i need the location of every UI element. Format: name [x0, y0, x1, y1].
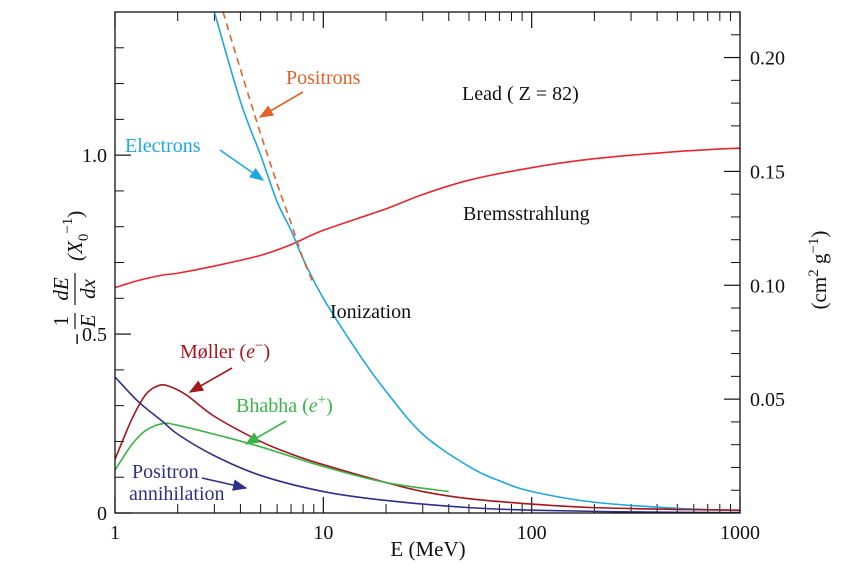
ionization-label: Ionization — [330, 301, 411, 323]
series-positron-annihilation — [115, 376, 740, 513]
plot-frame — [114, 11, 741, 514]
x-tick-label: 1000 — [720, 522, 760, 544]
x-axis-title: E (MeV) — [390, 537, 465, 561]
electrons-arrow — [219, 149, 265, 181]
y-axis-title-right: (cm2 g−1) — [806, 231, 831, 310]
y-left-units: (X0−1) — [60, 211, 92, 261]
moller-label: Møller (e−) — [180, 338, 270, 363]
bhabha-sup: + — [318, 392, 326, 408]
y2-tick-label: 0.05 — [750, 389, 785, 411]
positrons-label: Positrons — [286, 67, 361, 89]
tick-labels: 1 10 100 1000 0 0.5 1.0 0.05 0.10 0.15 0.20 — [82, 48, 785, 544]
series-layer — [115, 12, 740, 513]
bhabha-e: e — [309, 395, 318, 417]
y-axis-title-left: − 1 E dE dx (X0−1) — [49, 211, 100, 345]
x-tick-label: 10 — [313, 522, 333, 544]
y-tick-label: 0.5 — [82, 324, 107, 346]
moller-sup: − — [255, 338, 263, 354]
bhabha-close: ) — [326, 395, 333, 417]
series-positrons — [222, 12, 315, 285]
y-left-frac2-num: dE — [49, 277, 73, 301]
bremsstrahlung-label: Bremsstrahlung — [463, 203, 590, 225]
series-m-ller-e — [115, 384, 740, 511]
bhabha-label: Bhabha (e+) — [236, 392, 333, 417]
y-left-frac1-num: 1 — [49, 316, 73, 327]
series-bhabha-e — [115, 422, 449, 493]
y-right-units: (cm2 g−1) — [806, 231, 831, 310]
chart-title: Lead ( Z = 82) — [462, 83, 579, 105]
bhabha-arrow — [244, 420, 287, 445]
moller-e: e — [246, 341, 255, 363]
positron-annihilation-label-2: annihilation — [129, 483, 225, 505]
positrons-arrow — [258, 91, 304, 118]
moller-text: Møller ( — [180, 341, 246, 363]
ticks-layer — [114, 12, 741, 514]
y-left-frac1-den: E — [76, 314, 100, 328]
series-electrons — [213, 12, 740, 512]
y-tick-label: 1.0 — [82, 145, 107, 167]
moller-arrow — [188, 367, 233, 393]
y-left-frac2-den: dx — [76, 278, 100, 299]
y2-tick-label: 0.15 — [750, 161, 785, 183]
y2-tick-label: 0.20 — [750, 48, 785, 70]
positron-annihilation-label-1: Positron — [132, 461, 199, 483]
x-tick-label: 100 — [517, 522, 547, 544]
moller-close: ) — [263, 341, 270, 363]
y-left-sign: − — [65, 333, 89, 345]
electrons-label: Electrons — [125, 135, 201, 157]
y-tick-label: 0 — [97, 503, 107, 525]
series-bremsstrahlung — [115, 147, 740, 289]
x-tick-label: 1 — [110, 522, 120, 544]
y2-tick-label: 0.10 — [750, 275, 785, 297]
positron-annihilation-arrow — [201, 477, 248, 491]
bhabha-text: Bhabha ( — [236, 395, 309, 417]
